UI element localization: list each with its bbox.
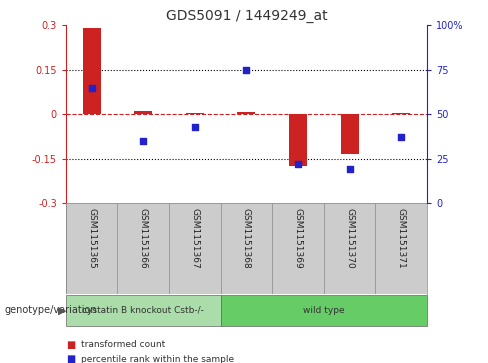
Point — [346, 167, 353, 172]
Text: GSM1151368: GSM1151368 — [242, 208, 251, 269]
Point — [294, 161, 302, 167]
Text: wild type: wild type — [303, 306, 345, 315]
Bar — [392, 113, 410, 114]
Text: GSM1151366: GSM1151366 — [139, 208, 148, 269]
Bar — [238, 112, 256, 114]
Bar — [341, 114, 359, 154]
Bar — [186, 113, 204, 114]
Point — [88, 85, 96, 90]
Text: GSM1151369: GSM1151369 — [293, 208, 303, 269]
Bar — [82, 28, 101, 114]
Text: cystatin B knockout Cstb-/-: cystatin B knockout Cstb-/- — [82, 306, 204, 315]
Text: percentile rank within the sample: percentile rank within the sample — [81, 355, 234, 363]
Text: GSM1151365: GSM1151365 — [87, 208, 96, 269]
Text: genotype/variation: genotype/variation — [5, 305, 98, 315]
Text: ■: ■ — [66, 354, 75, 363]
Point — [243, 67, 250, 73]
Bar — [289, 114, 307, 166]
Text: transformed count: transformed count — [81, 340, 165, 349]
Text: GSM1151370: GSM1151370 — [345, 208, 354, 269]
Point — [397, 135, 405, 140]
Bar — [134, 111, 152, 114]
Text: GSM1151367: GSM1151367 — [190, 208, 200, 269]
Point — [191, 124, 199, 130]
FancyBboxPatch shape — [66, 295, 221, 326]
FancyBboxPatch shape — [221, 295, 427, 326]
Text: ■: ■ — [66, 340, 75, 350]
Text: ▶: ▶ — [58, 305, 66, 315]
Point — [140, 138, 147, 144]
Title: GDS5091 / 1449249_at: GDS5091 / 1449249_at — [165, 9, 327, 23]
Text: GSM1151371: GSM1151371 — [397, 208, 406, 269]
